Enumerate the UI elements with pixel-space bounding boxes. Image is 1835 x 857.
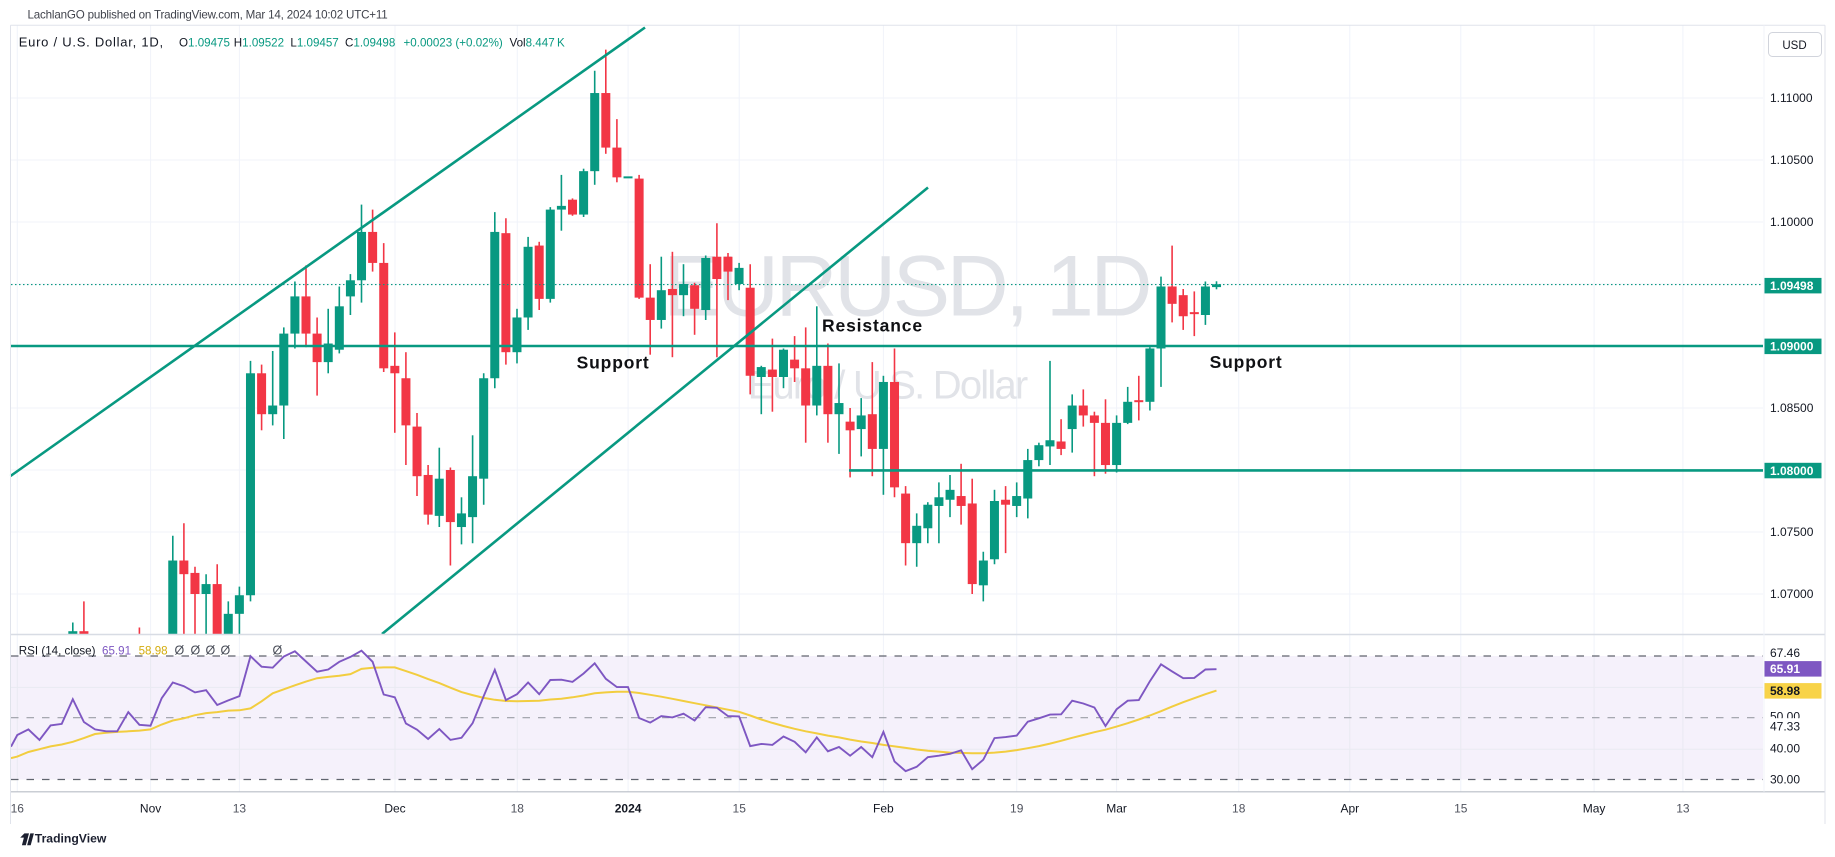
svg-text:Ø: Ø [206, 644, 216, 658]
svg-text:Support: Support [577, 353, 650, 373]
svg-text:Ø: Ø [175, 644, 185, 658]
svg-text:40.00: 40.00 [1770, 741, 1800, 755]
svg-text:18: 18 [511, 802, 525, 816]
svg-text:USD: USD [1782, 40, 1806, 52]
svg-text:LachlanGO published on Trading: LachlanGO published on TradingView.com, … [28, 9, 388, 22]
svg-text:58.98: 58.98 [1770, 684, 1800, 698]
svg-text:2024: 2024 [615, 802, 642, 816]
svg-text:65.91: 65.91 [1770, 662, 1800, 676]
svg-text:13: 13 [1676, 802, 1690, 816]
svg-text:Support: Support [1210, 352, 1283, 372]
svg-text:1.08500: 1.08500 [1770, 401, 1814, 415]
svg-text:16: 16 [11, 802, 25, 816]
svg-text:May: May [1583, 802, 1606, 816]
svg-text:1.07500: 1.07500 [1770, 525, 1814, 539]
svg-text:TradingView: TradingView [35, 832, 107, 846]
svg-text:Resistance: Resistance [822, 316, 923, 336]
svg-text:15: 15 [733, 802, 747, 816]
svg-text:18: 18 [1232, 802, 1246, 816]
svg-text:13: 13 [233, 802, 247, 816]
svg-text:1.09000: 1.09000 [1770, 340, 1814, 354]
svg-text:Apr: Apr [1340, 802, 1359, 816]
svg-text:Ø: Ø [273, 644, 283, 658]
svg-text:1.10500: 1.10500 [1770, 153, 1814, 167]
svg-text:Nov: Nov [140, 802, 161, 816]
svg-text:15: 15 [1454, 802, 1468, 816]
svg-text:30.00: 30.00 [1770, 773, 1800, 787]
svg-text:58.98: 58.98 [139, 644, 168, 657]
svg-text:Euro / U.S. Dollar, 1D,: Euro / U.S. Dollar, 1D, [19, 35, 164, 50]
svg-text:1.07000: 1.07000 [1770, 587, 1814, 601]
svg-text:1.09498: 1.09498 [1770, 279, 1814, 293]
svg-text:1.10000: 1.10000 [1770, 215, 1814, 229]
svg-text:EURUSD, 1D: EURUSD, 1D [663, 239, 1149, 335]
svg-text:1.08000: 1.08000 [1770, 464, 1814, 478]
svg-text:1.11000: 1.11000 [1770, 91, 1813, 105]
svg-text:Feb: Feb [873, 802, 894, 816]
svg-text:67.46: 67.46 [1770, 646, 1800, 660]
svg-text:Dec: Dec [384, 802, 405, 816]
svg-text:47.33: 47.33 [1770, 720, 1800, 734]
svg-text:Ø: Ø [191, 644, 201, 658]
svg-text:Ø: Ø [221, 644, 231, 658]
svg-text:19: 19 [1010, 802, 1024, 816]
svg-text:Mar: Mar [1106, 802, 1127, 816]
svg-text:RSI (14, close): RSI (14, close) [19, 644, 96, 657]
svg-text:65.91: 65.91 [102, 644, 131, 657]
